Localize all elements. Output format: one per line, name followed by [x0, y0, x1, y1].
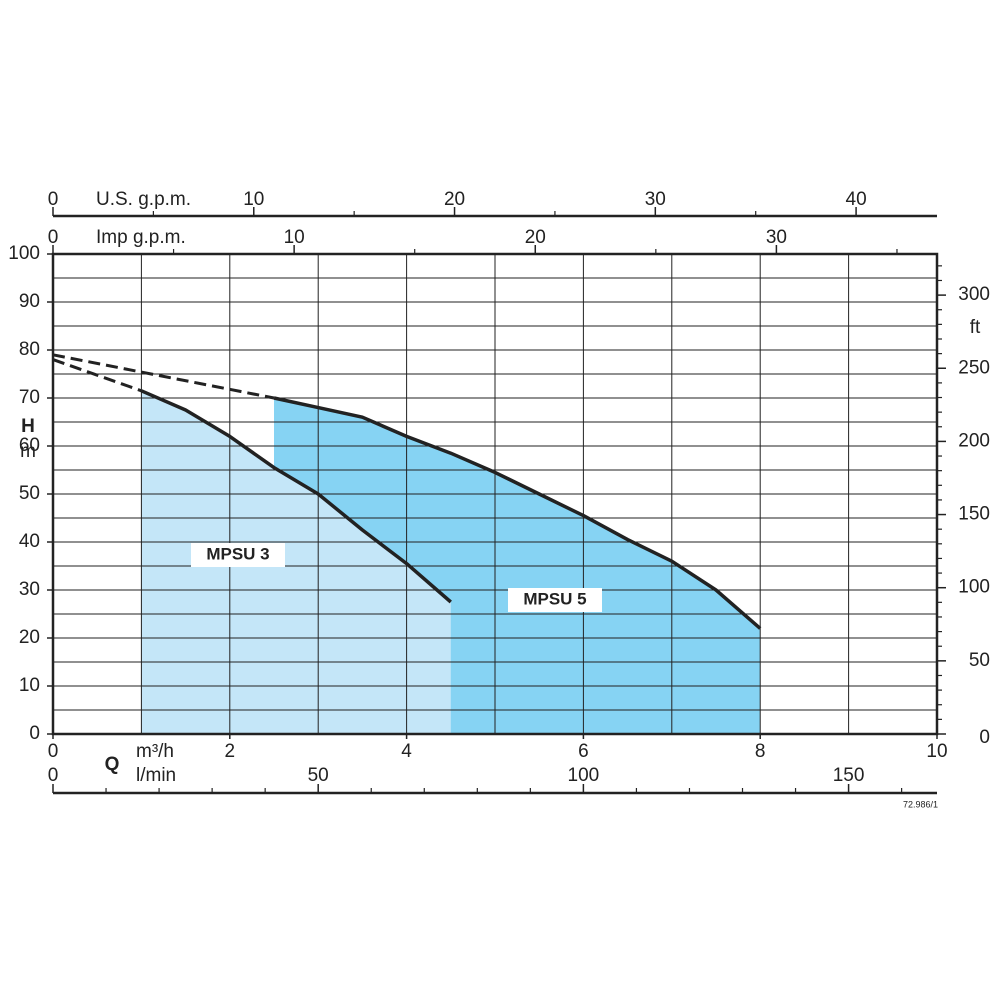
x4-tick-label: 50	[308, 765, 329, 786]
y-tick-label: 20	[19, 627, 40, 648]
x4-tick-label: 0	[48, 765, 59, 786]
y-unit: m	[20, 441, 36, 462]
shutoff-dashed-line	[52, 353, 275, 400]
x3-tick-label: 10	[284, 227, 305, 248]
y-tick-label: 30	[19, 579, 40, 600]
y-tick-label: 100	[8, 243, 40, 264]
x3-unit: Imp g.p.m.	[96, 227, 186, 248]
label-box	[508, 588, 602, 612]
code: 72.986/1	[903, 799, 938, 809]
y-tick-label: 50	[19, 483, 40, 504]
x-tick-label: 2	[225, 741, 236, 762]
y2-unit: ft	[970, 317, 981, 338]
y-tick-label: 60	[19, 435, 40, 456]
y2-tick-label: 300	[958, 284, 990, 305]
y2-tick-label: 200	[958, 430, 990, 451]
x-unit: m³/h	[136, 741, 174, 762]
y-tick-label: 90	[19, 291, 40, 312]
x2-tick-label: 10	[243, 189, 264, 210]
y2-tick-label: 150	[958, 504, 990, 525]
x2-tick-label: 30	[645, 189, 666, 210]
x-tick-label: 8	[755, 741, 766, 762]
x-tick-label: 4	[401, 741, 412, 762]
series-label: MPSU 5	[523, 589, 586, 608]
x3-tick-label: 20	[525, 227, 546, 248]
x-tick-label: 6	[578, 741, 589, 762]
x4-unit: l/min	[136, 765, 176, 786]
shutoff-dashed-line	[52, 358, 142, 393]
x4-tick-label: 150	[833, 765, 865, 786]
y-tick-label: 10	[19, 675, 40, 696]
y-tick-label: 80	[19, 339, 40, 360]
x2-tick-label: 20	[444, 189, 465, 210]
y2-tick-label: 50	[969, 650, 990, 671]
x2-unit: U.S. g.p.m.	[96, 189, 191, 210]
x3-tick-label: 30	[766, 227, 787, 248]
x-tick-label: 10	[926, 741, 947, 762]
area	[141, 390, 451, 734]
x-symbol: Q	[105, 754, 120, 775]
curve	[273, 396, 762, 630]
x3-tick-label: 0	[48, 227, 59, 248]
x4-tick-label: 100	[568, 765, 600, 786]
series-label: MPSU 3	[206, 544, 269, 563]
x-tick-label: 0	[48, 741, 59, 762]
y2-tick-label: 250	[958, 357, 990, 378]
y-symbol: H	[21, 416, 35, 437]
curve	[140, 389, 452, 604]
y2-tick-label: 0	[979, 727, 990, 748]
x2-tick-label: 0	[48, 189, 59, 210]
y-tick-label: 0	[29, 723, 40, 744]
x2-tick-label: 40	[846, 189, 867, 210]
y-tick-label: 70	[19, 387, 40, 408]
y-tick-label: 40	[19, 531, 40, 552]
y2-tick-label: 100	[958, 577, 990, 598]
label-box	[191, 543, 285, 567]
